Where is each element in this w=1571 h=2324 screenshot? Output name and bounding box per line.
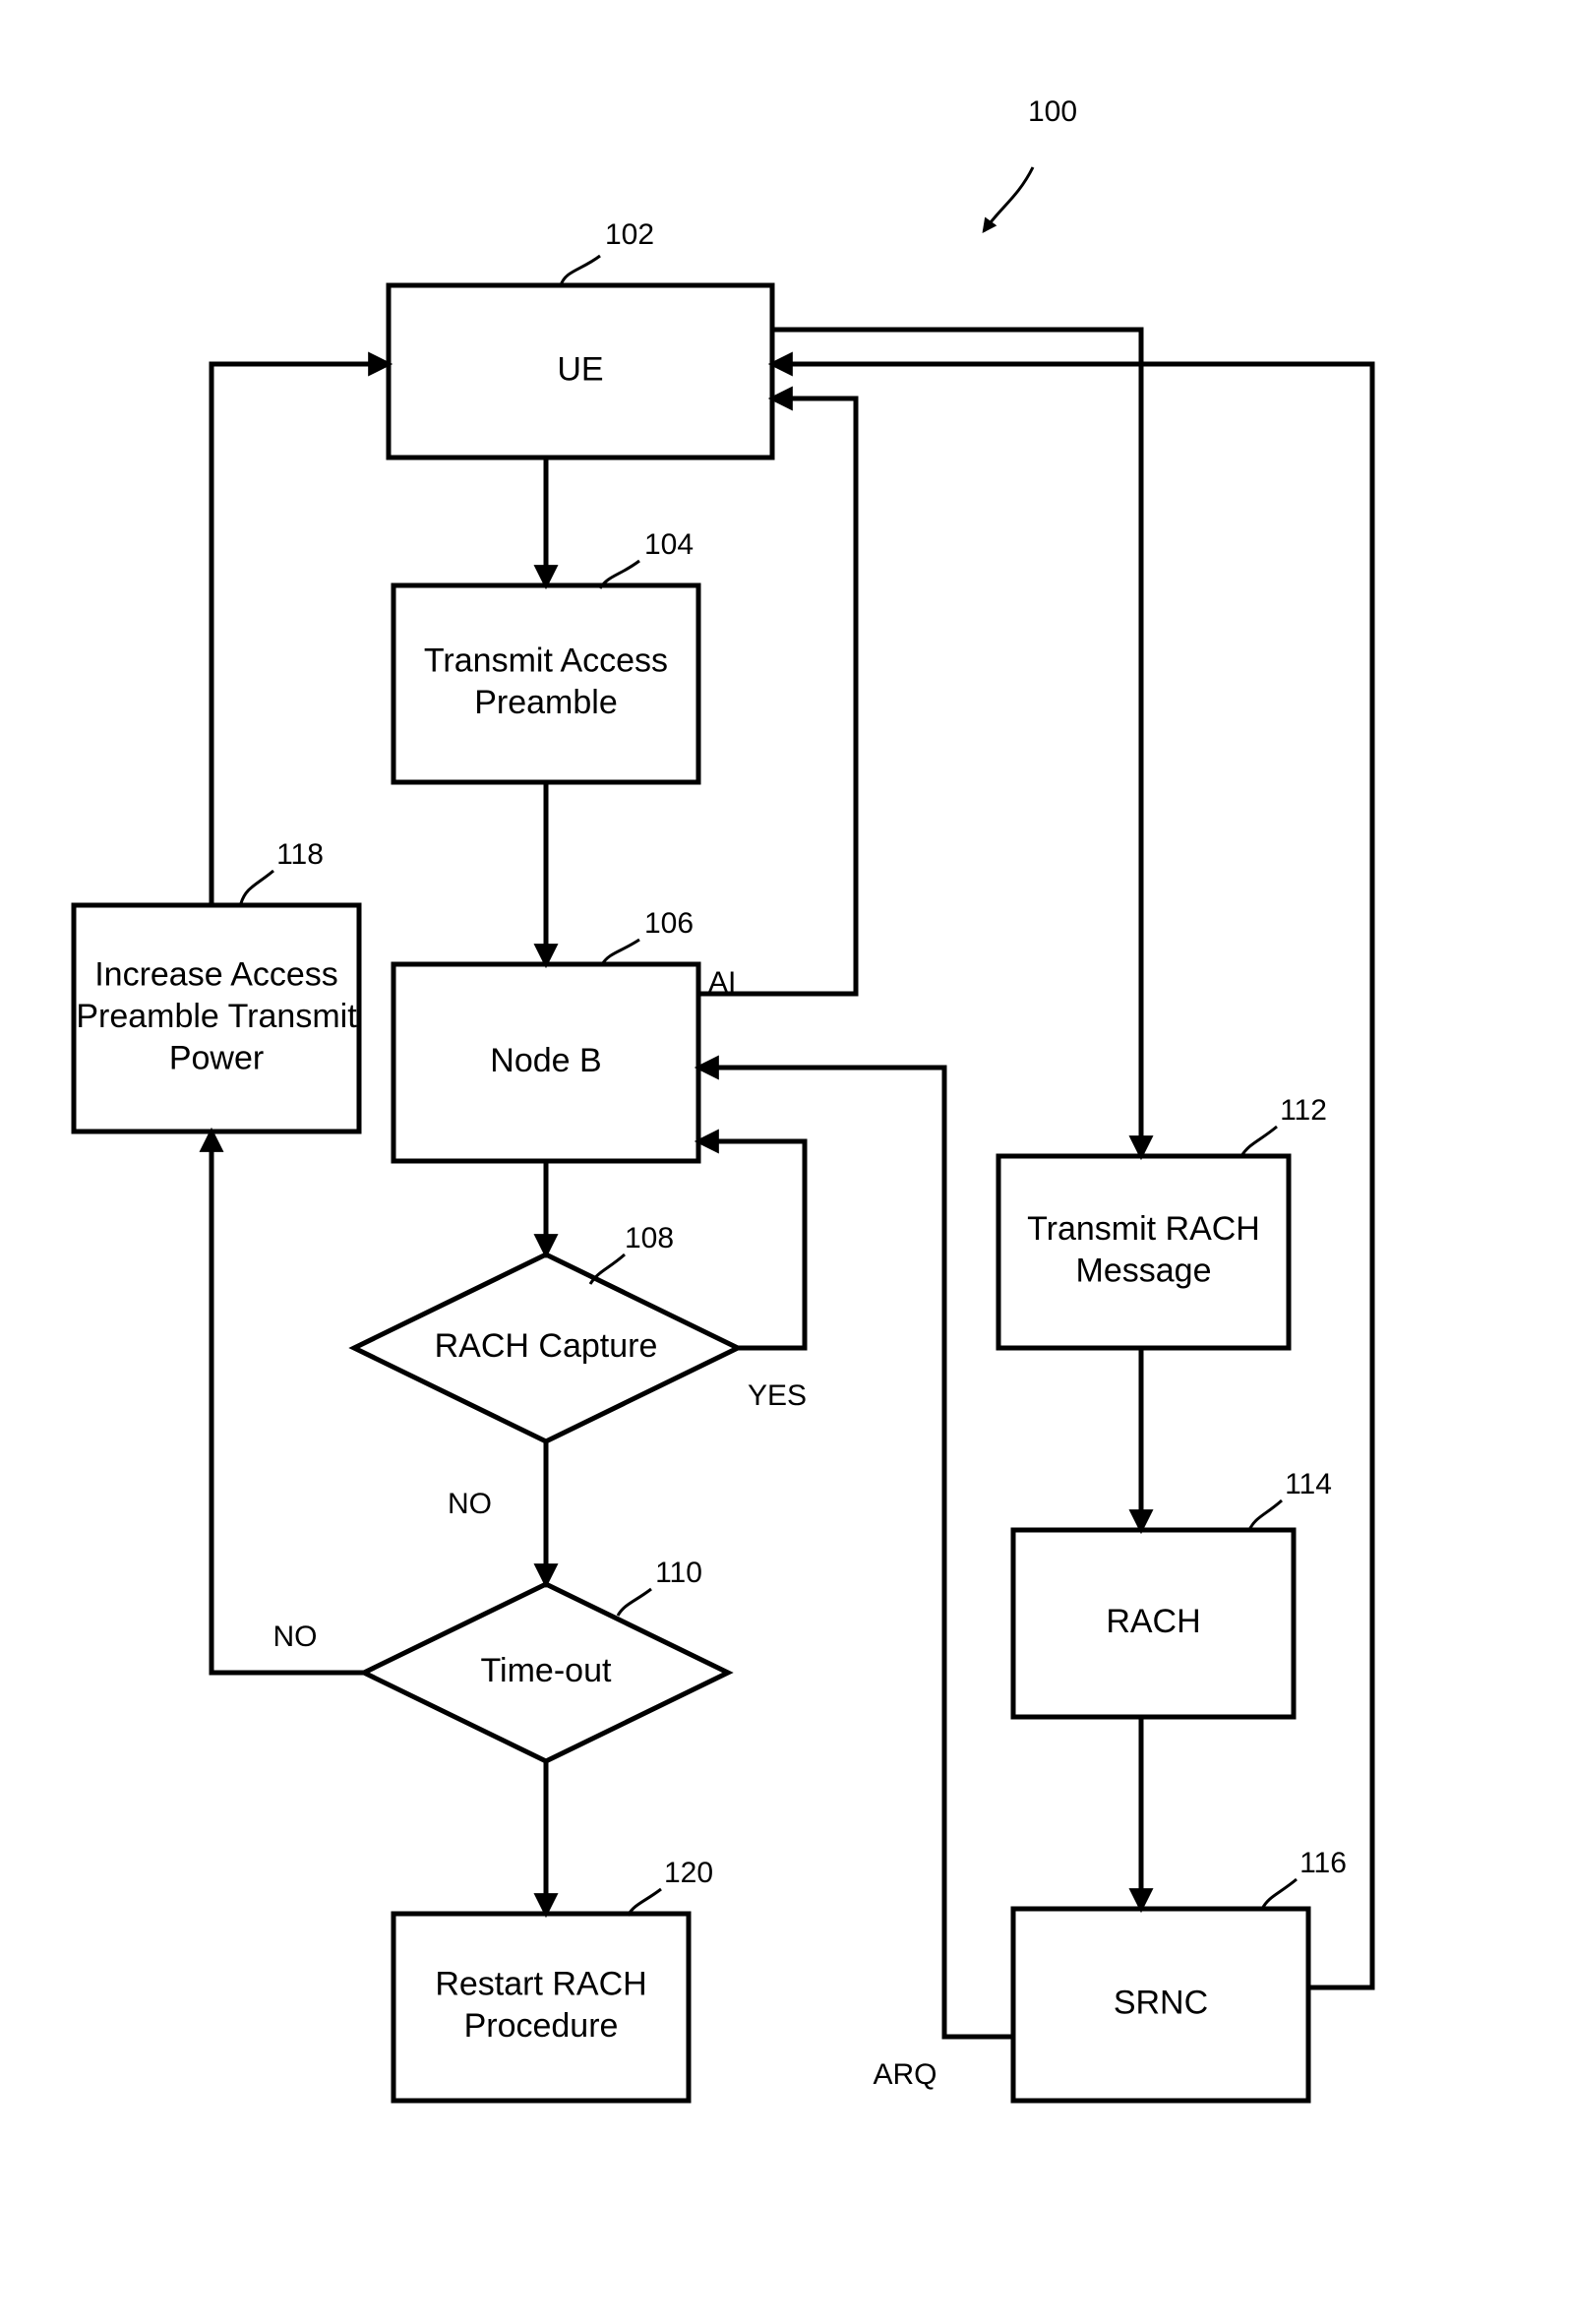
ref-number: 112 bbox=[1280, 1094, 1327, 1127]
edge-line bbox=[211, 364, 389, 905]
ref-leader bbox=[1262, 1879, 1297, 1909]
edge-e_102_112 bbox=[772, 330, 1141, 1156]
flowchart-canvas: 100 102 UE 104 Transmit Access Preamble 106 Nod… bbox=[0, 0, 1571, 2324]
ref-number: 102 bbox=[605, 218, 654, 251]
ref-number: 104 bbox=[644, 528, 694, 561]
edge-label: NO bbox=[448, 1488, 492, 1520]
node-label-line: Restart RACH bbox=[435, 1966, 646, 2003]
node-label: RACH Capture bbox=[435, 1327, 658, 1365]
edge-e_108_110: NO bbox=[448, 1441, 546, 1584]
node-label-line: RACH bbox=[1106, 1603, 1200, 1640]
node-label-line: Increase Access bbox=[94, 955, 338, 993]
edge-e_106_AI_102: AI bbox=[698, 398, 856, 999]
node-label: UE bbox=[557, 350, 603, 388]
ref-number: 120 bbox=[664, 1857, 713, 1889]
ref-number: 108 bbox=[625, 1222, 674, 1254]
edge-line bbox=[211, 1131, 364, 1673]
edge-e_110_no_118: NO bbox=[211, 1131, 364, 1673]
node-label-line: Transmit RACH bbox=[1027, 1210, 1260, 1248]
edge-line bbox=[772, 330, 1141, 1156]
node-label: Node B bbox=[490, 1042, 601, 1079]
ref-leader bbox=[1241, 1127, 1277, 1156]
node-label-line: Time-out bbox=[481, 1652, 612, 1689]
node-label-line: Transmit Access bbox=[424, 642, 668, 680]
ref-leader bbox=[561, 256, 600, 285]
node-n100: 100 bbox=[984, 95, 1077, 231]
ref-number: 118 bbox=[276, 838, 324, 871]
node-label: Time-out bbox=[481, 1652, 612, 1689]
ref-leader bbox=[618, 1589, 651, 1616]
node-label-line: Procedure bbox=[464, 2007, 619, 2045]
node-label: RACH bbox=[1106, 1603, 1200, 1640]
ref-number: 100 bbox=[1028, 95, 1077, 128]
node-label-line: Node B bbox=[490, 1042, 601, 1079]
edge-e_118_102 bbox=[211, 364, 389, 905]
node-label-line: Power bbox=[169, 1039, 264, 1076]
ref-leader bbox=[241, 871, 273, 903]
node-label: SRNC bbox=[1114, 1984, 1208, 2021]
ref-number: 110 bbox=[655, 1557, 702, 1589]
node-label-line: Message bbox=[1076, 1253, 1212, 1290]
edge-line bbox=[698, 398, 856, 994]
ref-number: 114 bbox=[1285, 1468, 1332, 1500]
ref-leader bbox=[602, 940, 639, 964]
edge-line bbox=[698, 1068, 1013, 2037]
node-n116: 116 bbox=[1013, 1847, 1347, 2101]
node-label-line: SRNC bbox=[1114, 1984, 1208, 2021]
node-n114: 114 bbox=[1013, 1468, 1332, 1717]
edge-line bbox=[698, 1141, 805, 1348]
node-label-line: RACH Capture bbox=[435, 1327, 658, 1365]
edge-label: YES bbox=[748, 1379, 807, 1412]
node-label-line: Preamble Transmit bbox=[76, 998, 357, 1035]
edge-label: NO bbox=[273, 1621, 318, 1653]
node-n102: 102 bbox=[389, 218, 772, 458]
ref-leader bbox=[984, 167, 1033, 231]
edge-e_116_ARQ_106: ARQ bbox=[698, 1068, 1013, 2091]
edge-label: AI bbox=[708, 966, 736, 999]
ref-number: 116 bbox=[1299, 1847, 1347, 1879]
node-label-line: UE bbox=[557, 350, 603, 388]
ref-number: 106 bbox=[644, 907, 694, 940]
edge-label: ARQ bbox=[873, 2058, 937, 2091]
edge-e_108_yes_106: YES bbox=[698, 1141, 807, 1412]
node-label-line: Preamble bbox=[474, 684, 618, 721]
ref-leader bbox=[1249, 1500, 1282, 1530]
